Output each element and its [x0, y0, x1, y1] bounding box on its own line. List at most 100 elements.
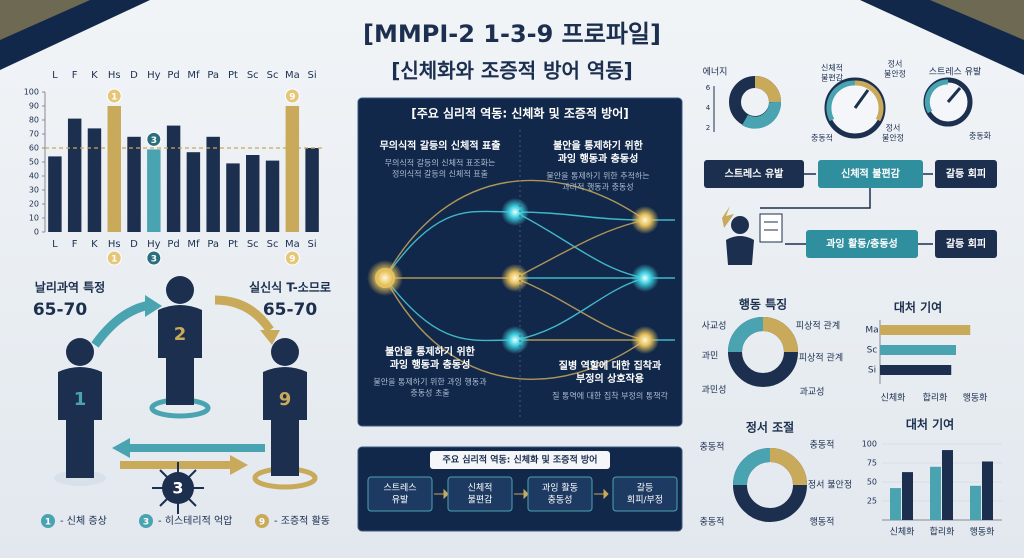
x-tick-label: D	[130, 70, 138, 81]
bar	[226, 163, 240, 232]
gauge-label: 불안정	[882, 133, 904, 143]
x-tick-label: Hy	[147, 70, 161, 81]
quadrant-body: 불안을 통제하기 위한 추적하는	[546, 171, 649, 181]
bar	[285, 106, 300, 232]
shape	[214, 295, 274, 333]
legend-dot	[41, 514, 55, 528]
flow-step: 불편감	[468, 494, 493, 506]
x-tick-label: Mf	[187, 239, 200, 250]
label: 65-70	[263, 300, 318, 320]
donut-label: 정서 불안정	[808, 480, 852, 491]
box	[935, 160, 997, 188]
box	[612, 476, 678, 512]
flow-box: 과잉 활동/충동성	[826, 237, 898, 250]
box	[704, 160, 804, 188]
x-tick-label: Sc	[247, 239, 259, 250]
x-tick-label: F	[72, 239, 78, 250]
shape	[853, 89, 870, 109]
label: 실신식 T-소므로	[249, 280, 331, 295]
y-tick-label: 30	[29, 186, 39, 195]
shape	[58, 276, 307, 478]
marker	[106, 250, 122, 266]
shape	[722, 206, 734, 228]
x-tick-label: Ma	[285, 70, 300, 81]
flow-step: 과잉 활동	[542, 482, 578, 494]
y-tick-label: 100	[862, 440, 877, 449]
shape	[162, 472, 194, 504]
shape	[271, 338, 299, 366]
x-tick-label: Pa	[207, 70, 219, 81]
shape	[731, 216, 749, 234]
legend-text: - 히스테리적 억압	[158, 514, 232, 527]
flow-box: 갈등 회피	[946, 167, 986, 180]
bar	[890, 488, 901, 520]
shape	[631, 206, 659, 234]
x-tick-label: Si	[308, 239, 317, 250]
shape	[166, 276, 194, 304]
donut-label: 충동적	[700, 516, 725, 528]
section-title: 행동 특징	[739, 297, 787, 312]
marker	[284, 250, 300, 266]
flow-box: 신체적 불편감	[841, 167, 900, 180]
shape	[762, 317, 798, 353]
bar	[982, 461, 993, 520]
bar	[166, 125, 181, 232]
bar	[930, 466, 941, 520]
flow-box: 스트레스 유발	[725, 167, 784, 180]
shape	[367, 260, 403, 296]
box	[806, 230, 918, 258]
box	[367, 476, 433, 512]
section-title: 정서 조절	[746, 420, 794, 435]
figure-number: 9	[279, 389, 292, 410]
bar	[246, 155, 260, 232]
shape	[854, 80, 884, 122]
shape	[158, 305, 202, 405]
chart-title: 대처 기여	[894, 300, 942, 315]
quadrant-body: 정의식적 갈등의 신체적 표출	[392, 169, 488, 179]
marker-label: 3	[151, 255, 157, 265]
x-tick-label: Ma	[285, 239, 300, 250]
quadrant-body: 무의식적 갈등의 신체적 표조화는	[385, 158, 496, 168]
bar	[67, 118, 82, 232]
gauge-label: 충동화	[969, 132, 992, 141]
quadrant-body: 질 통역에 대한 집착 부정의 통책각	[552, 391, 668, 401]
shape	[501, 198, 529, 226]
shape	[384, 277, 516, 342]
x-label: 행동화	[963, 392, 988, 404]
shape	[924, 79, 949, 114]
x-tick-label: 행동화	[970, 526, 995, 538]
donut-label: 충동적	[700, 441, 725, 453]
label: 65-70	[33, 300, 88, 320]
shape	[760, 173, 933, 245]
shape	[760, 188, 871, 209]
shape	[263, 367, 307, 476]
x-tick-label: Sc	[247, 70, 259, 81]
donut-label: 과민성	[702, 385, 727, 396]
shape	[514, 211, 646, 279]
scale-label: 4	[706, 104, 711, 112]
y-tick-label: 10	[29, 214, 39, 223]
scale-label: 2	[706, 124, 710, 132]
x-tick-label: L	[52, 70, 58, 81]
bar	[127, 136, 141, 232]
shape	[726, 236, 754, 265]
badge: 3	[172, 479, 183, 498]
quadrant-heading: 불안을 통제하기 위한	[553, 139, 644, 152]
shape	[384, 210, 516, 279]
shape	[375, 268, 395, 288]
shape	[501, 264, 529, 292]
donut-label: 과민	[702, 351, 719, 362]
shape	[384, 277, 646, 380]
shape	[58, 367, 102, 478]
x-tick-label: F	[72, 70, 78, 81]
quadrant-heading: 과잉 행동과 충동성	[558, 152, 639, 165]
shape	[742, 101, 781, 129]
donut-label: 행동적	[810, 516, 835, 528]
shape	[946, 87, 962, 103]
bar	[206, 136, 220, 232]
flow-step: 유발	[392, 495, 409, 506]
emotion-donut	[733, 448, 807, 522]
x-tick-label: Pt	[228, 239, 238, 250]
shape	[230, 455, 248, 475]
